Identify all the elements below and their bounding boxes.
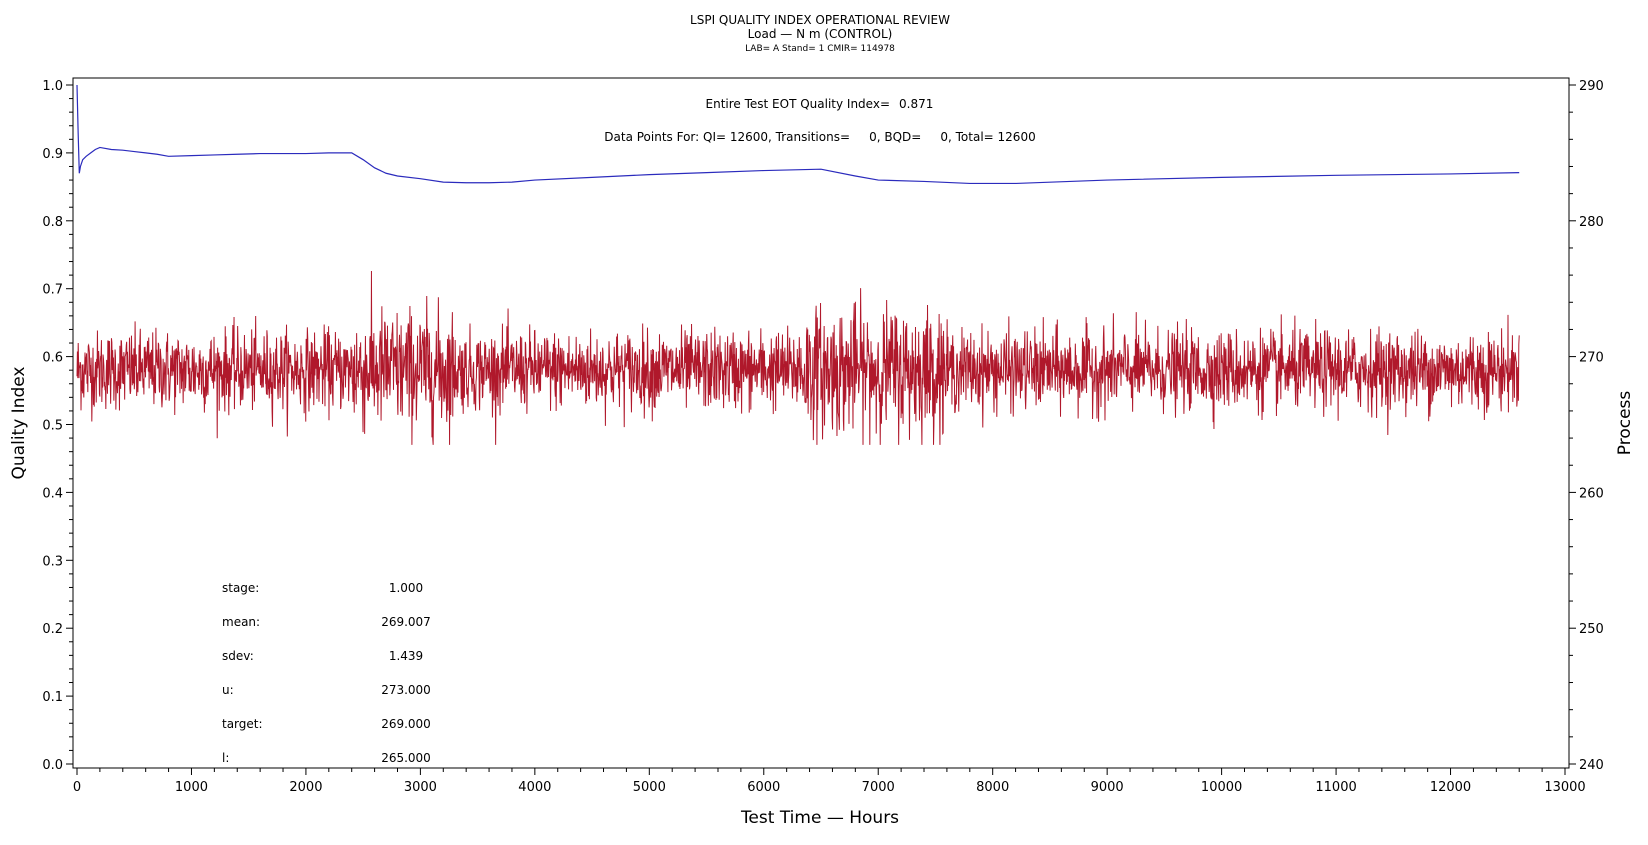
y-axis-right: 240 250 260 270 280 290: [1569, 79, 1604, 773]
stat-value: 1.439: [389, 649, 423, 663]
stat-label: mean:: [222, 615, 260, 629]
y-tick-label: 0.2: [42, 622, 63, 637]
process-series: [76, 270, 1520, 445]
quality-index-line: [76, 84, 1520, 185]
x-tick-label: 4000: [518, 780, 551, 795]
stat-value: 273.000: [381, 683, 431, 697]
stat-label: u:: [222, 683, 234, 697]
y-axis-title: Quality Index: [9, 367, 29, 480]
y-tick-label: 0.5: [42, 419, 63, 434]
stat-value: 1.000: [389, 581, 423, 595]
y2-axis-title: Process: [1615, 391, 1635, 456]
x-tick-label: 1000: [175, 780, 208, 795]
y-tick-label: 0.9: [42, 147, 63, 162]
y-tick-label: 1.0: [42, 79, 63, 94]
eot-quality-index-value: 0.871: [899, 97, 933, 111]
eot-quality-index-label: Entire Test EOT Quality Index=: [706, 97, 891, 111]
stat-value: 269.000: [381, 717, 431, 731]
x-tick-label: 2000: [289, 780, 322, 795]
y2-tick-label: 270: [1579, 351, 1604, 366]
y2-tick-label: 280: [1579, 215, 1604, 230]
y-tick-label: 0.4: [42, 486, 63, 501]
x-tick-label: 10000: [1201, 780, 1242, 795]
y2-tick-label: 240: [1579, 758, 1604, 773]
x-tick-label: 6000: [747, 780, 780, 795]
x-tick-label: 11000: [1315, 780, 1356, 795]
y-tick-label: 0.3: [42, 554, 63, 569]
x-tick-label: 8000: [976, 780, 1009, 795]
x-tick-label: 12000: [1430, 780, 1471, 795]
chart-subtitle: Load — N m (CONTROL): [748, 27, 893, 41]
data-points-summary: Data Points For: QI= 12600, Transitions=…: [604, 130, 1035, 144]
stats-table: stage: 1.000 mean: 269.007 sdev: 1.439 u…: [222, 581, 431, 765]
y-tick-label: 0.7: [42, 283, 63, 298]
chart-title: LSPI QUALITY INDEX OPERATIONAL REVIEW: [690, 13, 950, 27]
stat-label: l:: [222, 751, 229, 765]
x-tick-label: 5000: [633, 780, 666, 795]
x-axis-title: Test Time — Hours: [740, 808, 899, 828]
y-tick-label: 0.0: [42, 758, 63, 773]
x-tick-label: 7000: [862, 780, 895, 795]
stat-value: 269.007: [381, 615, 431, 629]
y-tick-label: 0.1: [42, 690, 63, 705]
y-axis-left: 0.0 0.1 0.2 0.3 0.4 0.5 0.6 0.7 0.8 0.9 1.0: [42, 79, 73, 773]
y2-tick-label: 260: [1579, 486, 1604, 501]
x-tick-label: 13000: [1544, 780, 1585, 795]
x-tick-label: 3000: [404, 780, 437, 795]
quality-index-series: [76, 84, 1520, 185]
plot-frame: [72, 77, 1570, 769]
x-tick-label: 0: [73, 780, 81, 795]
stat-label: stage:: [222, 581, 259, 595]
process-line: [76, 270, 1520, 445]
stat-label: sdev:: [222, 649, 254, 663]
y2-tick-label: 290: [1579, 79, 1604, 94]
stat-label: target:: [222, 717, 263, 731]
x-axis: 0 1000 2000 3000 4000 5000 6000 7000 8000 9000 100…: [73, 768, 1586, 795]
x-tick-label: 9000: [1091, 780, 1124, 795]
y-tick-label: 0.8: [42, 215, 63, 230]
chart-run-info: LAB= A Stand= 1 CMIR= 114978: [745, 44, 895, 54]
y-tick-label: 0.6: [42, 351, 63, 366]
y2-tick-label: 250: [1579, 622, 1604, 637]
stat-value: 265.000: [381, 751, 431, 765]
